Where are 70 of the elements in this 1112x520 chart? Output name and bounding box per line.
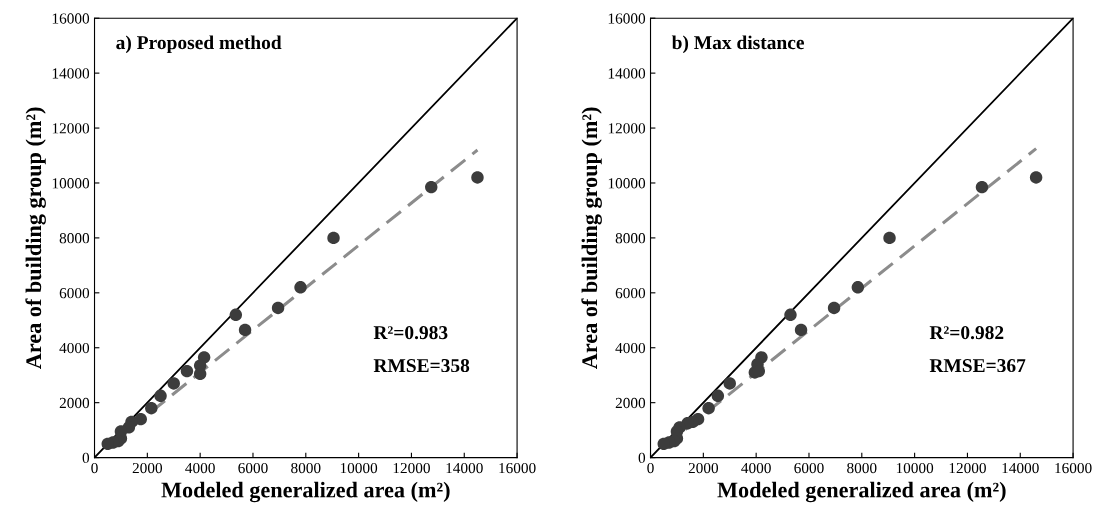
point (425, 180, 438, 194)
x-tick-label: 2000 (688, 462, 719, 474)
x-tick-label: 16000 (499, 462, 536, 474)
y-tick-label: 0 (82, 452, 90, 464)
point (883, 231, 896, 245)
point (975, 180, 989, 194)
x-tick-label: 6000 (238, 462, 268, 474)
point (1029, 171, 1043, 184)
point (851, 281, 865, 294)
point (711, 389, 725, 403)
y-tick-label: 4000 (615, 342, 646, 354)
point (723, 377, 736, 390)
point (101, 437, 114, 451)
x-axis-title: Modeled generalized area (m²) (161, 481, 450, 503)
x-tick-label: 14000 (1002, 462, 1039, 474)
annotation: RMSE=367 (929, 359, 1026, 373)
point (784, 308, 797, 322)
y-axis-title: Area of building group (m²) (25, 107, 46, 370)
text: a) Proposed method (116, 35, 282, 54)
x-tick-label: 0 (647, 462, 654, 474)
point (271, 301, 285, 315)
point (794, 323, 808, 337)
text: b) Max distance (671, 35, 805, 54)
y-tick-label: 8000 (615, 233, 646, 244)
y-tick-label: 6000 (59, 287, 90, 299)
point (294, 281, 307, 294)
y-tick-label: 0 (638, 452, 646, 464)
y-axis-title: Area of building group (m²) (581, 107, 602, 370)
x-tick-label: 10000 (340, 462, 378, 474)
y-tick-label: 4000 (59, 342, 90, 354)
x-tick-label: 8000 (291, 462, 321, 474)
y-tick-label: 8000 (59, 233, 90, 244)
x-tick-label: 16000 (1055, 462, 1092, 474)
x-tick-label: 10000 (896, 462, 934, 474)
annotation: RMSE=358 (373, 358, 470, 373)
point (145, 401, 158, 415)
y-tick-label: 10000 (608, 178, 646, 189)
x-tick-label: 12000 (949, 462, 986, 474)
y-tick-label: 2000 (59, 397, 90, 409)
y-tick-label: 12000 (608, 123, 646, 134)
y-tick-label: 12000 (52, 123, 90, 134)
point (657, 437, 670, 451)
x-tick-label: 14000 (446, 462, 483, 474)
x-tick-label: 2000 (132, 462, 163, 474)
x-tick-label: 8000 (847, 462, 877, 474)
x-tick-label: 4000 (185, 462, 215, 474)
point (229, 308, 243, 322)
y-tick-label: 16000 (608, 13, 646, 24)
y-tick-label: 14000 (52, 68, 90, 79)
y-tick-label: 2000 (615, 397, 646, 409)
point (827, 301, 841, 315)
point (702, 401, 715, 415)
x-axis-title: Modeled generalized area (m²) (717, 481, 1006, 503)
x-tick-label: 0 (91, 462, 98, 474)
x-tick-label: 4000 (741, 462, 771, 474)
point (154, 389, 167, 403)
point (193, 367, 207, 381)
point (327, 231, 340, 245)
point (471, 171, 484, 184)
y-tick-label: 14000 (608, 68, 646, 79)
y-tick-label: 6000 (615, 287, 646, 299)
point (167, 377, 180, 390)
point (238, 323, 252, 337)
x-tick-label: 12000 (393, 462, 430, 474)
y-tick-label: 16000 (52, 13, 90, 24)
y-tick-label: 10000 (52, 178, 90, 189)
point (180, 364, 194, 378)
annotation: R²=0.982 (929, 326, 1004, 340)
x-tick-label: 6000 (794, 462, 824, 474)
annotation: R²=0.983 (373, 326, 448, 340)
